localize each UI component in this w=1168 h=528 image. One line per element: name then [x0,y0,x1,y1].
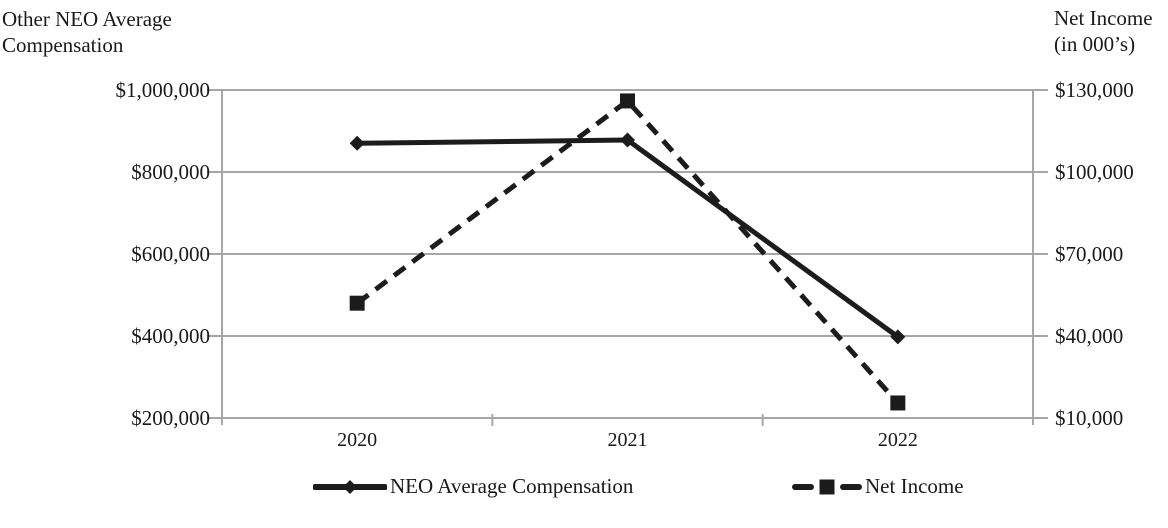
solid-line-diamond-marker-icon [313,479,387,494]
right-axis-title: Net Income (in 000’s) [1054,5,1153,57]
series-line-neo-average-compensation [357,137,900,339]
right-axis-tick-label: $100,000 [1055,160,1134,184]
left-axis-title-line1: Other NEO Average [2,7,172,31]
legend-item-neo-average-compensation: NEO Average Compensation [313,474,633,499]
right-axis-tick-label: $70,000 [1055,242,1124,266]
left-axis-tick-label: $400,000 [131,324,210,348]
dashed-line-square-marker-icon [792,479,862,494]
left-axis-tick-label: $1,000,000 [115,78,211,102]
data-point-square-marker [620,93,635,109]
data-point-square-marker [890,395,906,411]
data-point-diamond-marker [349,135,365,151]
left-axis-tick-label: $200,000 [131,406,210,430]
series-line-net-income [355,98,900,405]
data-point-square-marker [349,295,365,311]
left-axis-title-line2: Compensation [2,33,124,57]
x-axis-category-label: 2021 [607,429,648,451]
right-axis-title-line2: (in 000’s) [1054,32,1136,56]
data-point-diamond-marker [890,329,906,345]
legend-label-net-income: Net Income [865,474,964,498]
legend-item-net-income: Net Income [792,474,964,499]
x-axis-category-label: 2020 [337,429,378,451]
right-axis-tick-label: $40,000 [1055,324,1124,348]
legend: NEO Average Compensation Net Income [0,474,1168,504]
right-axis-tick-label: $130,000 [1055,78,1134,102]
right-axis-title-line1: Net Income [1054,6,1153,30]
right-axis-tick-label: $10,000 [1055,406,1124,430]
left-axis-title: Other NEO Average Compensation [2,6,172,58]
x-axis-category-label: 2022 [877,429,918,451]
legend-label-neo-average-compensation: NEO Average Compensation [390,474,634,498]
left-axis-tick-label: $800,000 [131,160,210,184]
left-axis-tick-label: $600,000 [131,242,210,266]
data-point-diamond-marker [620,132,635,148]
